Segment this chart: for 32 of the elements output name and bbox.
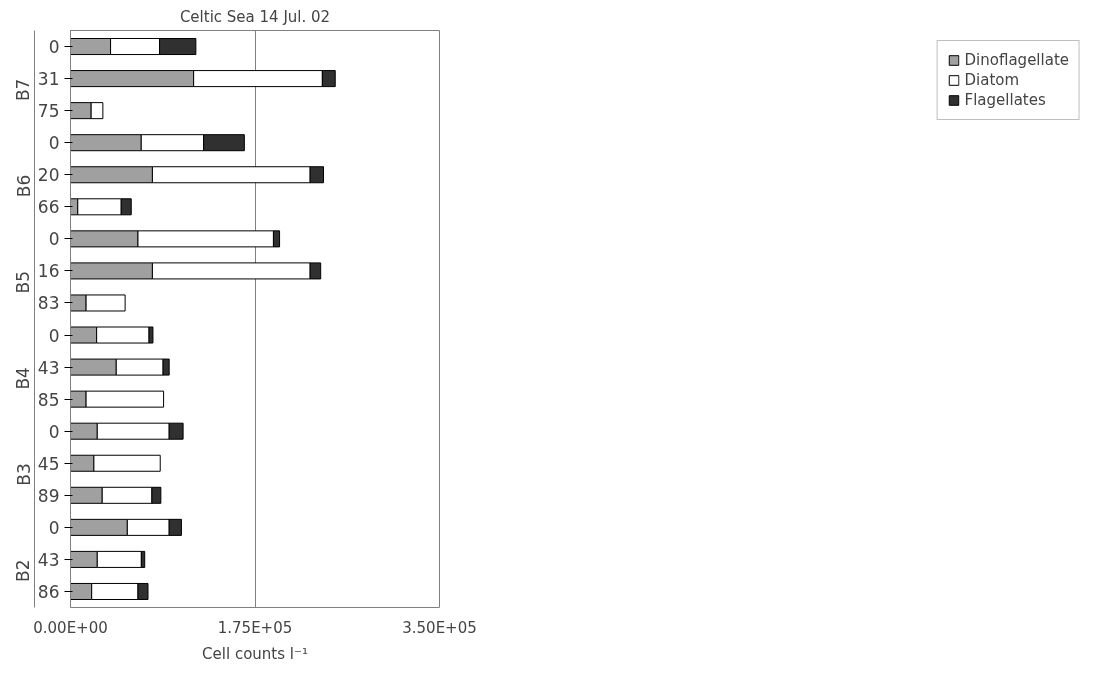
x-tick-label: 1.75E+05 <box>217 618 293 637</box>
y-tick-label: 16 <box>37 261 60 282</box>
y-tick-label: 20 <box>37 165 60 186</box>
y-tick-label: 66 <box>37 197 60 218</box>
text: B3 <box>13 463 34 486</box>
y-tick-label: 83 <box>37 293 60 314</box>
legend-label: Diatom <box>964 71 1020 89</box>
y-tick-label: 0 <box>48 517 60 538</box>
y-tick-label: 85 <box>37 389 60 410</box>
y-tick-label: 75 <box>37 101 60 122</box>
text: B7 <box>13 78 34 102</box>
y-tick-label: 0 <box>48 229 60 250</box>
y-tick-label: 45 <box>37 453 60 474</box>
y-tick-label: 0 <box>48 325 60 346</box>
text: B4 <box>13 367 34 390</box>
y-tick-label: 89 <box>37 485 60 506</box>
text: B6 <box>13 174 34 198</box>
y-tick-label: 43 <box>37 549 60 570</box>
legend-label: Dinoflagellate <box>964 51 1069 69</box>
x-axis-title: Cell counts l⁻¹ <box>202 644 308 663</box>
text: B2 <box>13 559 34 582</box>
y-tick-label: 0 <box>48 133 60 154</box>
y-tick-label: 0 <box>48 421 60 442</box>
chart-title: Celtic Sea 14 Jul. 02 <box>179 7 331 26</box>
x-tick-label: 3.50E+05 <box>402 618 477 637</box>
y-tick-label: 86 <box>37 581 60 602</box>
x-tick-label: 0.00E+00 <box>33 618 108 637</box>
legend-label: Flagellates <box>964 91 1046 109</box>
y-tick-label: 0 <box>48 37 60 58</box>
y-tick-label: 43 <box>37 357 60 378</box>
text: B5 <box>13 270 34 294</box>
y-tick-label: 31 <box>37 69 60 90</box>
